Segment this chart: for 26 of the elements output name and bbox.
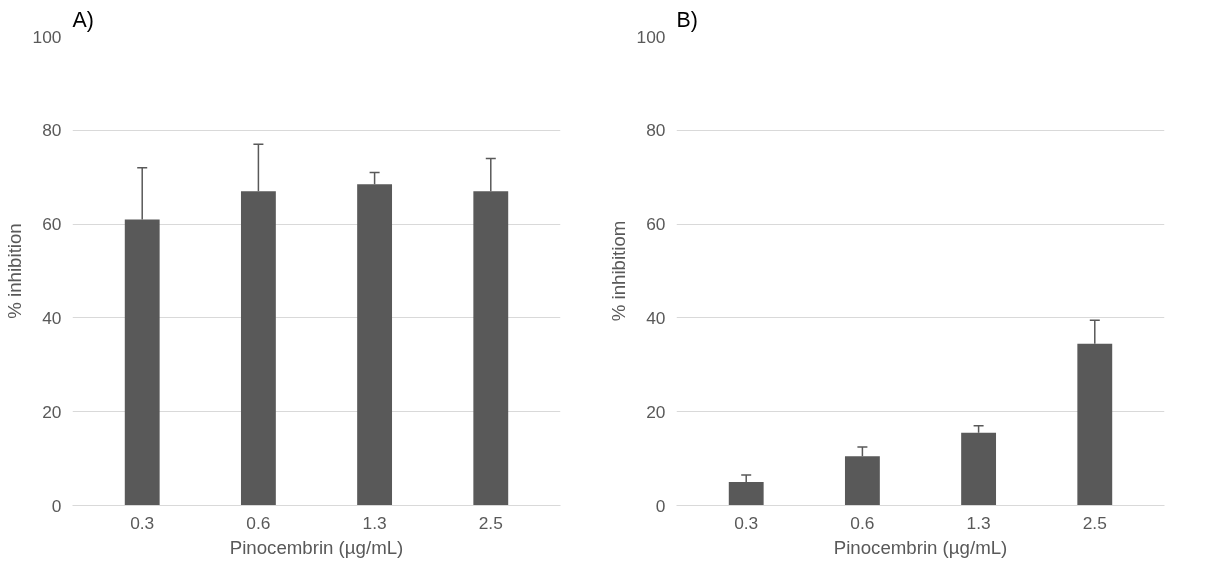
x-tick-label: 1.3 — [966, 512, 991, 533]
y-tick-label: 80 — [42, 120, 62, 141]
x-tick-label: 2.5 — [478, 512, 503, 533]
x-axis-title: Pinocembrin (µg/mL) — [833, 536, 1008, 558]
x-axis-title: Pinocembrin (µg/mL) — [229, 536, 404, 558]
y-axis-title: % inhibition — [3, 223, 25, 319]
y-tick-label: 40 — [646, 307, 666, 328]
y-tick-label: 40 — [42, 307, 62, 328]
y-tick-label: 20 — [646, 401, 666, 422]
y-tick-label: 60 — [646, 214, 666, 235]
y-tick-label: 0 — [655, 495, 666, 516]
y-axis-title: % inhibitiom — [607, 220, 629, 322]
chart-title: B) — [676, 7, 698, 32]
y-tick-label: 0 — [51, 495, 62, 516]
y-tick-label: 60 — [42, 214, 62, 235]
x-tick-label: 0.6 — [850, 512, 875, 533]
y-tick-label: 100 — [32, 26, 62, 47]
x-tick-label: 0.3 — [130, 512, 155, 533]
x-tick-label: 0.6 — [246, 512, 271, 533]
x-tick-label: 0.3 — [734, 512, 759, 533]
y-tick-label: 20 — [42, 401, 62, 422]
y-tick-label: 100 — [636, 26, 666, 47]
x-tick-label: 2.5 — [1082, 512, 1107, 533]
x-tick-label: 1.3 — [362, 512, 387, 533]
chart-title: A) — [72, 7, 94, 32]
y-tick-label: 80 — [646, 120, 666, 141]
